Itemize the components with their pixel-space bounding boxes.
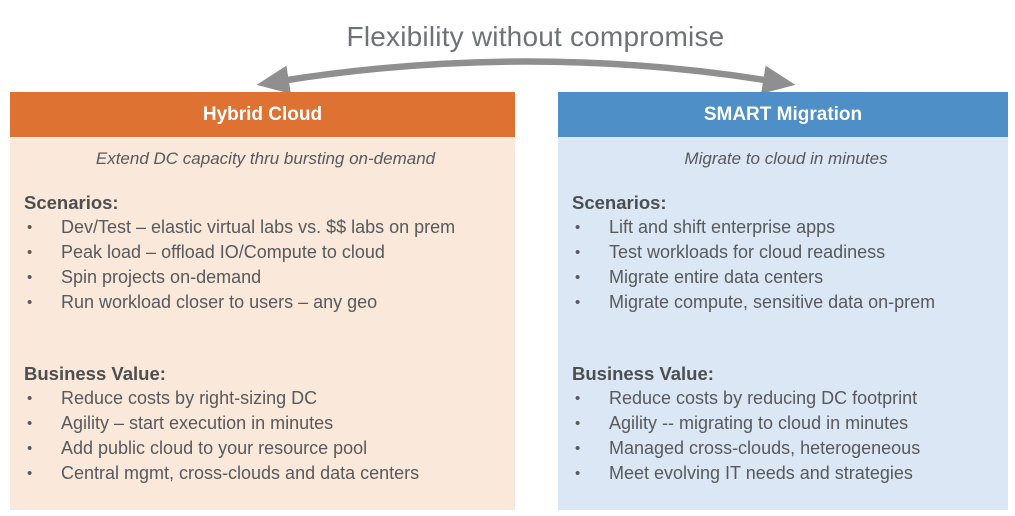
bullet-text: Agility -- migrating to cloud in minutes	[609, 413, 909, 433]
panel-smart-migration-header: SMART Migration	[558, 92, 1008, 137]
bullet-dot: •	[27, 269, 33, 286]
panel-smart-migration-title: SMART Migration	[703, 103, 863, 125]
bullet-dot: •	[27, 440, 33, 457]
bullet-item: • Test workloads for cloud readiness	[572, 240, 1000, 265]
bullet-dot: •	[575, 415, 581, 432]
slide-title: Flexibility without compromise	[346, 21, 725, 52]
bullet-item: • Managed cross-clouds, heterogeneous	[572, 436, 1000, 461]
panel-hybrid-cloud-subtitle: Extend DC capacity thru bursting on-dema…	[95, 149, 436, 168]
bullet-dot: •	[27, 244, 33, 261]
section-heading: Business Value:	[24, 363, 166, 384]
bullet-text: Lift and shift enterprise apps	[609, 217, 836, 237]
bullet-dot: •	[27, 415, 33, 432]
bullet-dot: •	[575, 390, 581, 407]
bullet-item: • Peak load – offload IO/Compute to clou…	[24, 240, 507, 265]
bullet-item: • Migrate compute, sensitive data on-pre…	[572, 290, 1000, 315]
bullet-dot: •	[575, 269, 581, 286]
section-heading: Scenarios:	[24, 192, 119, 213]
panel-hybrid-cloud: Hybrid Cloud Extend DC capacity thru bur…	[10, 92, 515, 510]
bullet-text: Central mgmt, cross-clouds and data cent…	[61, 463, 420, 483]
bullet-text: Add public cloud to your resource pool	[61, 438, 368, 458]
bullet-item: • Migrate entire data centers	[572, 265, 1000, 290]
bullet-text: Meet evolving IT needs and strategies	[609, 463, 913, 483]
panel-hybrid-cloud-header: Hybrid Cloud	[10, 92, 515, 137]
bullet-text: Migrate compute, sensitive data on-prem	[609, 292, 936, 312]
bullet-dot: •	[27, 390, 33, 407]
bullet-text: Peak load – offload IO/Compute to cloud	[61, 242, 385, 262]
panel-smart-migration: SMART Migration Migrate to cloud in minu…	[558, 92, 1008, 510]
section-heading: Business Value:	[572, 363, 714, 384]
bullet-dot: •	[575, 440, 581, 457]
bullet-item: • Run workload closer to users – any geo	[24, 290, 507, 315]
bullet-text: Dev/Test – elastic virtual labs vs. $$ l…	[61, 217, 456, 237]
bullet-text: Reduce costs by reducing DC footprint	[609, 388, 918, 408]
bullet-dot: •	[27, 294, 33, 311]
section-heading: Scenarios:	[572, 192, 667, 213]
bullet-item: • Dev/Test – elastic virtual labs vs. $$…	[24, 215, 507, 240]
panel-hybrid-cloud-body: Extend DC capacity thru bursting on-dema…	[10, 137, 515, 486]
smart-business-value-section: Business Value: • Reduce costs by reduci…	[572, 361, 1000, 486]
bullet-dot: •	[575, 465, 581, 482]
panel-smart-migration-body: Migrate to cloud in minutes Scenarios: •…	[558, 137, 1008, 486]
bullet-item: • Lift and shift enterprise apps	[572, 215, 1000, 240]
bullet-dot: •	[27, 465, 33, 482]
bullet-text: Test workloads for cloud readiness	[609, 242, 886, 262]
hybrid-scenarios-section: Scenarios: • Dev/Test – elastic virtual …	[24, 190, 507, 315]
bullet-dot: •	[575, 244, 581, 261]
bullet-dot: •	[575, 294, 581, 311]
panel-smart-migration-subtitle: Migrate to cloud in minutes	[684, 149, 888, 168]
smart-scenarios-section: Scenarios: • Lift and shift enterprise a…	[572, 190, 1000, 315]
bullet-text: Managed cross-clouds, heterogeneous	[609, 438, 921, 458]
hybrid-business-value-section: Business Value: • Reduce costs by right-…	[24, 361, 507, 486]
bullet-text: Reduce costs by right-sizing DC	[61, 388, 318, 408]
bullet-dot: •	[27, 219, 33, 236]
bullet-item: • Agility -- migrating to cloud in minut…	[572, 411, 1000, 436]
bullet-item: • Reduce costs by reducing DC footprint	[572, 386, 1000, 411]
bullet-item: • Add public cloud to your resource pool	[24, 436, 507, 461]
panel-hybrid-cloud-title: Hybrid Cloud	[202, 103, 323, 125]
bullet-item: • Central mgmt, cross-clouds and data ce…	[24, 461, 507, 486]
bullet-text: Agility – start execution in minutes	[61, 413, 334, 433]
bullet-item: • Agility – start execution in minutes	[24, 411, 507, 436]
bullet-item: • Reduce costs by right-sizing DC	[24, 386, 507, 411]
bullet-text: Spin projects on-demand	[61, 267, 262, 287]
bullet-dot: •	[575, 219, 581, 236]
bullet-text: Run workload closer to users – any geo	[61, 292, 378, 312]
bullet-item: • Meet evolving IT needs and strategies	[572, 461, 1000, 486]
bullet-item: • Spin projects on-demand	[24, 265, 507, 290]
bullet-text: Migrate entire data centers	[609, 267, 824, 287]
